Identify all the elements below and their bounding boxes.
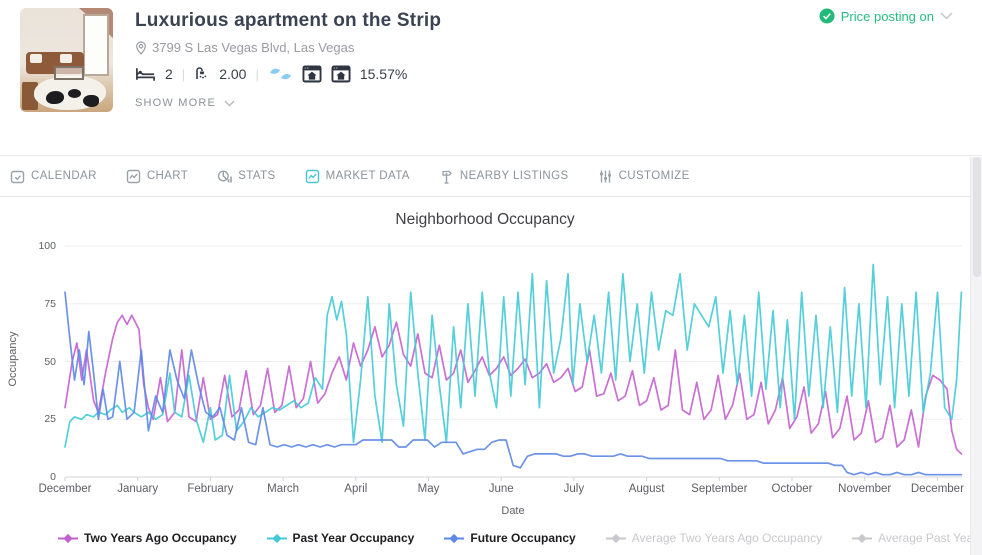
section-tabbar: CALENDAR CHART STATS MARKET DATA NEARBY LIST… bbox=[0, 156, 970, 196]
beds-count: 2 bbox=[165, 66, 173, 82]
stats-divider: | bbox=[181, 66, 186, 82]
x-tick-label: February bbox=[187, 483, 234, 495]
tab-label: NEARBY LISTINGS bbox=[459, 170, 569, 182]
legend-marker-icon bbox=[444, 533, 465, 543]
legend-marker-icon bbox=[605, 533, 626, 543]
tabbar-divider bbox=[0, 196, 970, 197]
x-tick-label: September bbox=[691, 483, 748, 495]
property-address: 3799 S Las Vegas Blvd, Las Vegas bbox=[152, 40, 355, 55]
show-more-label: SHOW MORE bbox=[135, 97, 217, 109]
tab-label: STATS bbox=[238, 170, 276, 182]
baths-count: 2.00 bbox=[219, 66, 247, 82]
signpost-icon bbox=[442, 170, 452, 184]
legend-label: Average Past Year Occupancy bbox=[878, 531, 982, 545]
x-tick-label: December bbox=[38, 483, 92, 495]
tab-customize[interactable]: CUSTOMIZE bbox=[598, 169, 690, 184]
market-data-icon bbox=[305, 169, 319, 183]
legend-item-past-year-occupancy[interactable]: Past Year Occupancy bbox=[266, 531, 415, 545]
x-tick-label: October bbox=[771, 483, 813, 495]
page-title: Luxurious apartment on the Strip bbox=[135, 10, 442, 31]
y-tick-label: 100 bbox=[38, 240, 56, 252]
legend-label: Past Year Occupancy bbox=[292, 531, 415, 545]
stats-icon bbox=[218, 169, 233, 182]
tab-label: CHART bbox=[146, 170, 189, 182]
property-header: Luxurious apartment on the Strip 3799 S … bbox=[0, 0, 982, 155]
property-address-row: 3799 S Las Vegas Blvd, Las Vegas bbox=[135, 40, 354, 55]
y-tick-label: 75 bbox=[44, 297, 56, 310]
legend-marker-icon bbox=[266, 533, 287, 543]
check-circle-icon bbox=[819, 8, 835, 24]
x-tick-label: May bbox=[417, 483, 440, 495]
x-axis-title: Date bbox=[501, 505, 525, 517]
scrollbar-thumb[interactable] bbox=[973, 157, 981, 277]
tab-nearby-listings[interactable]: NEARBY LISTINGS bbox=[439, 169, 569, 184]
tab-chart[interactable]: CHART bbox=[126, 169, 188, 184]
legend-item-future-occupancy[interactable]: Future Occupancy bbox=[444, 531, 576, 545]
legend-item-two-years-ago-occupancy[interactable]: Two Years Ago Occupancy bbox=[58, 531, 237, 545]
tab-calendar[interactable]: CALENDAR bbox=[10, 169, 97, 184]
channel-wave-icon bbox=[269, 68, 291, 79]
x-tick-label: July bbox=[563, 483, 585, 495]
location-pin-icon bbox=[136, 40, 146, 55]
stats-divider: | bbox=[255, 66, 259, 82]
series-line-past-year-occupancy[interactable] bbox=[64, 263, 963, 448]
legend-label: Two Years Ago Occupancy bbox=[84, 531, 237, 545]
x-tick-label: March bbox=[267, 483, 300, 495]
scrollbar-track[interactable] bbox=[970, 157, 982, 555]
tab-market-data[interactable]: MARKET DATA bbox=[305, 169, 410, 184]
series-line-two-years-ago-occupancy[interactable] bbox=[64, 314, 963, 455]
tab-label: MARKET DATA bbox=[325, 170, 410, 182]
legend-item-average-two-years-ago-occupancy[interactable]: Average Two Years Ago Occupancy bbox=[605, 531, 823, 545]
tab-label: CUSTOMIZE bbox=[618, 170, 690, 182]
show-more-button[interactable]: SHOW MORE bbox=[135, 97, 235, 109]
y-tick-label: 50 bbox=[44, 355, 56, 368]
chart-title: Neighborhood Occupancy bbox=[395, 211, 575, 228]
photo-pillow bbox=[60, 54, 72, 63]
photo-rug-spot bbox=[83, 95, 99, 107]
legend-marker-icon bbox=[58, 533, 78, 543]
chart-legend: Two Years Ago Occupancy Past Year Occupan… bbox=[58, 531, 982, 545]
occupancy-chart-plot[interactable] bbox=[0, 236, 970, 488]
legend-marker-icon bbox=[852, 533, 873, 543]
chevron-down-icon bbox=[224, 100, 235, 106]
x-tick-label: December bbox=[910, 483, 964, 495]
legend-label: Future Occupancy bbox=[470, 531, 576, 545]
y-tick-label: 25 bbox=[44, 413, 56, 426]
y-tick-label: 0 bbox=[50, 471, 56, 483]
price-posting-toggle[interactable]: Price posting on bbox=[819, 8, 953, 24]
line-chart-icon bbox=[126, 169, 141, 183]
photo-rug-spot bbox=[68, 89, 81, 98]
photo-window bbox=[83, 14, 109, 76]
legend-label: Average Two Years Ago Occupancy bbox=[631, 531, 823, 545]
series-line-future-occupancy[interactable] bbox=[64, 291, 963, 476]
chevron-down-icon bbox=[940, 12, 953, 20]
x-tick-label: November bbox=[838, 483, 892, 495]
calendar-icon bbox=[10, 170, 25, 183]
x-tick-label: April bbox=[344, 483, 368, 495]
tab-stats[interactable]: STATS bbox=[217, 169, 275, 184]
legend-item-average-past-year-occupancy[interactable]: Average Past Year Occupancy bbox=[852, 531, 982, 545]
bath-icon bbox=[196, 67, 207, 79]
photo-coffee-table bbox=[54, 66, 84, 80]
sliders-icon bbox=[599, 170, 611, 182]
photo-pillow bbox=[30, 54, 42, 63]
x-tick-label: June bbox=[488, 483, 514, 495]
x-tick-label: August bbox=[628, 483, 665, 495]
occupancy-percent: 15.57% bbox=[359, 66, 408, 82]
x-tick-label: January bbox=[117, 483, 159, 495]
price-posting-label: Price posting on bbox=[840, 8, 934, 24]
listing-site-icon bbox=[331, 65, 351, 83]
property-photo[interactable] bbox=[20, 8, 113, 112]
tab-label: CALENDAR bbox=[31, 170, 97, 182]
header-divider bbox=[0, 155, 982, 156]
listing-site-icon bbox=[302, 65, 322, 83]
bed-icon bbox=[136, 67, 155, 81]
property-stats-row: 2 | 2.00 | 15.57% bbox=[135, 63, 407, 85]
photo-rug-spot bbox=[46, 91, 64, 104]
